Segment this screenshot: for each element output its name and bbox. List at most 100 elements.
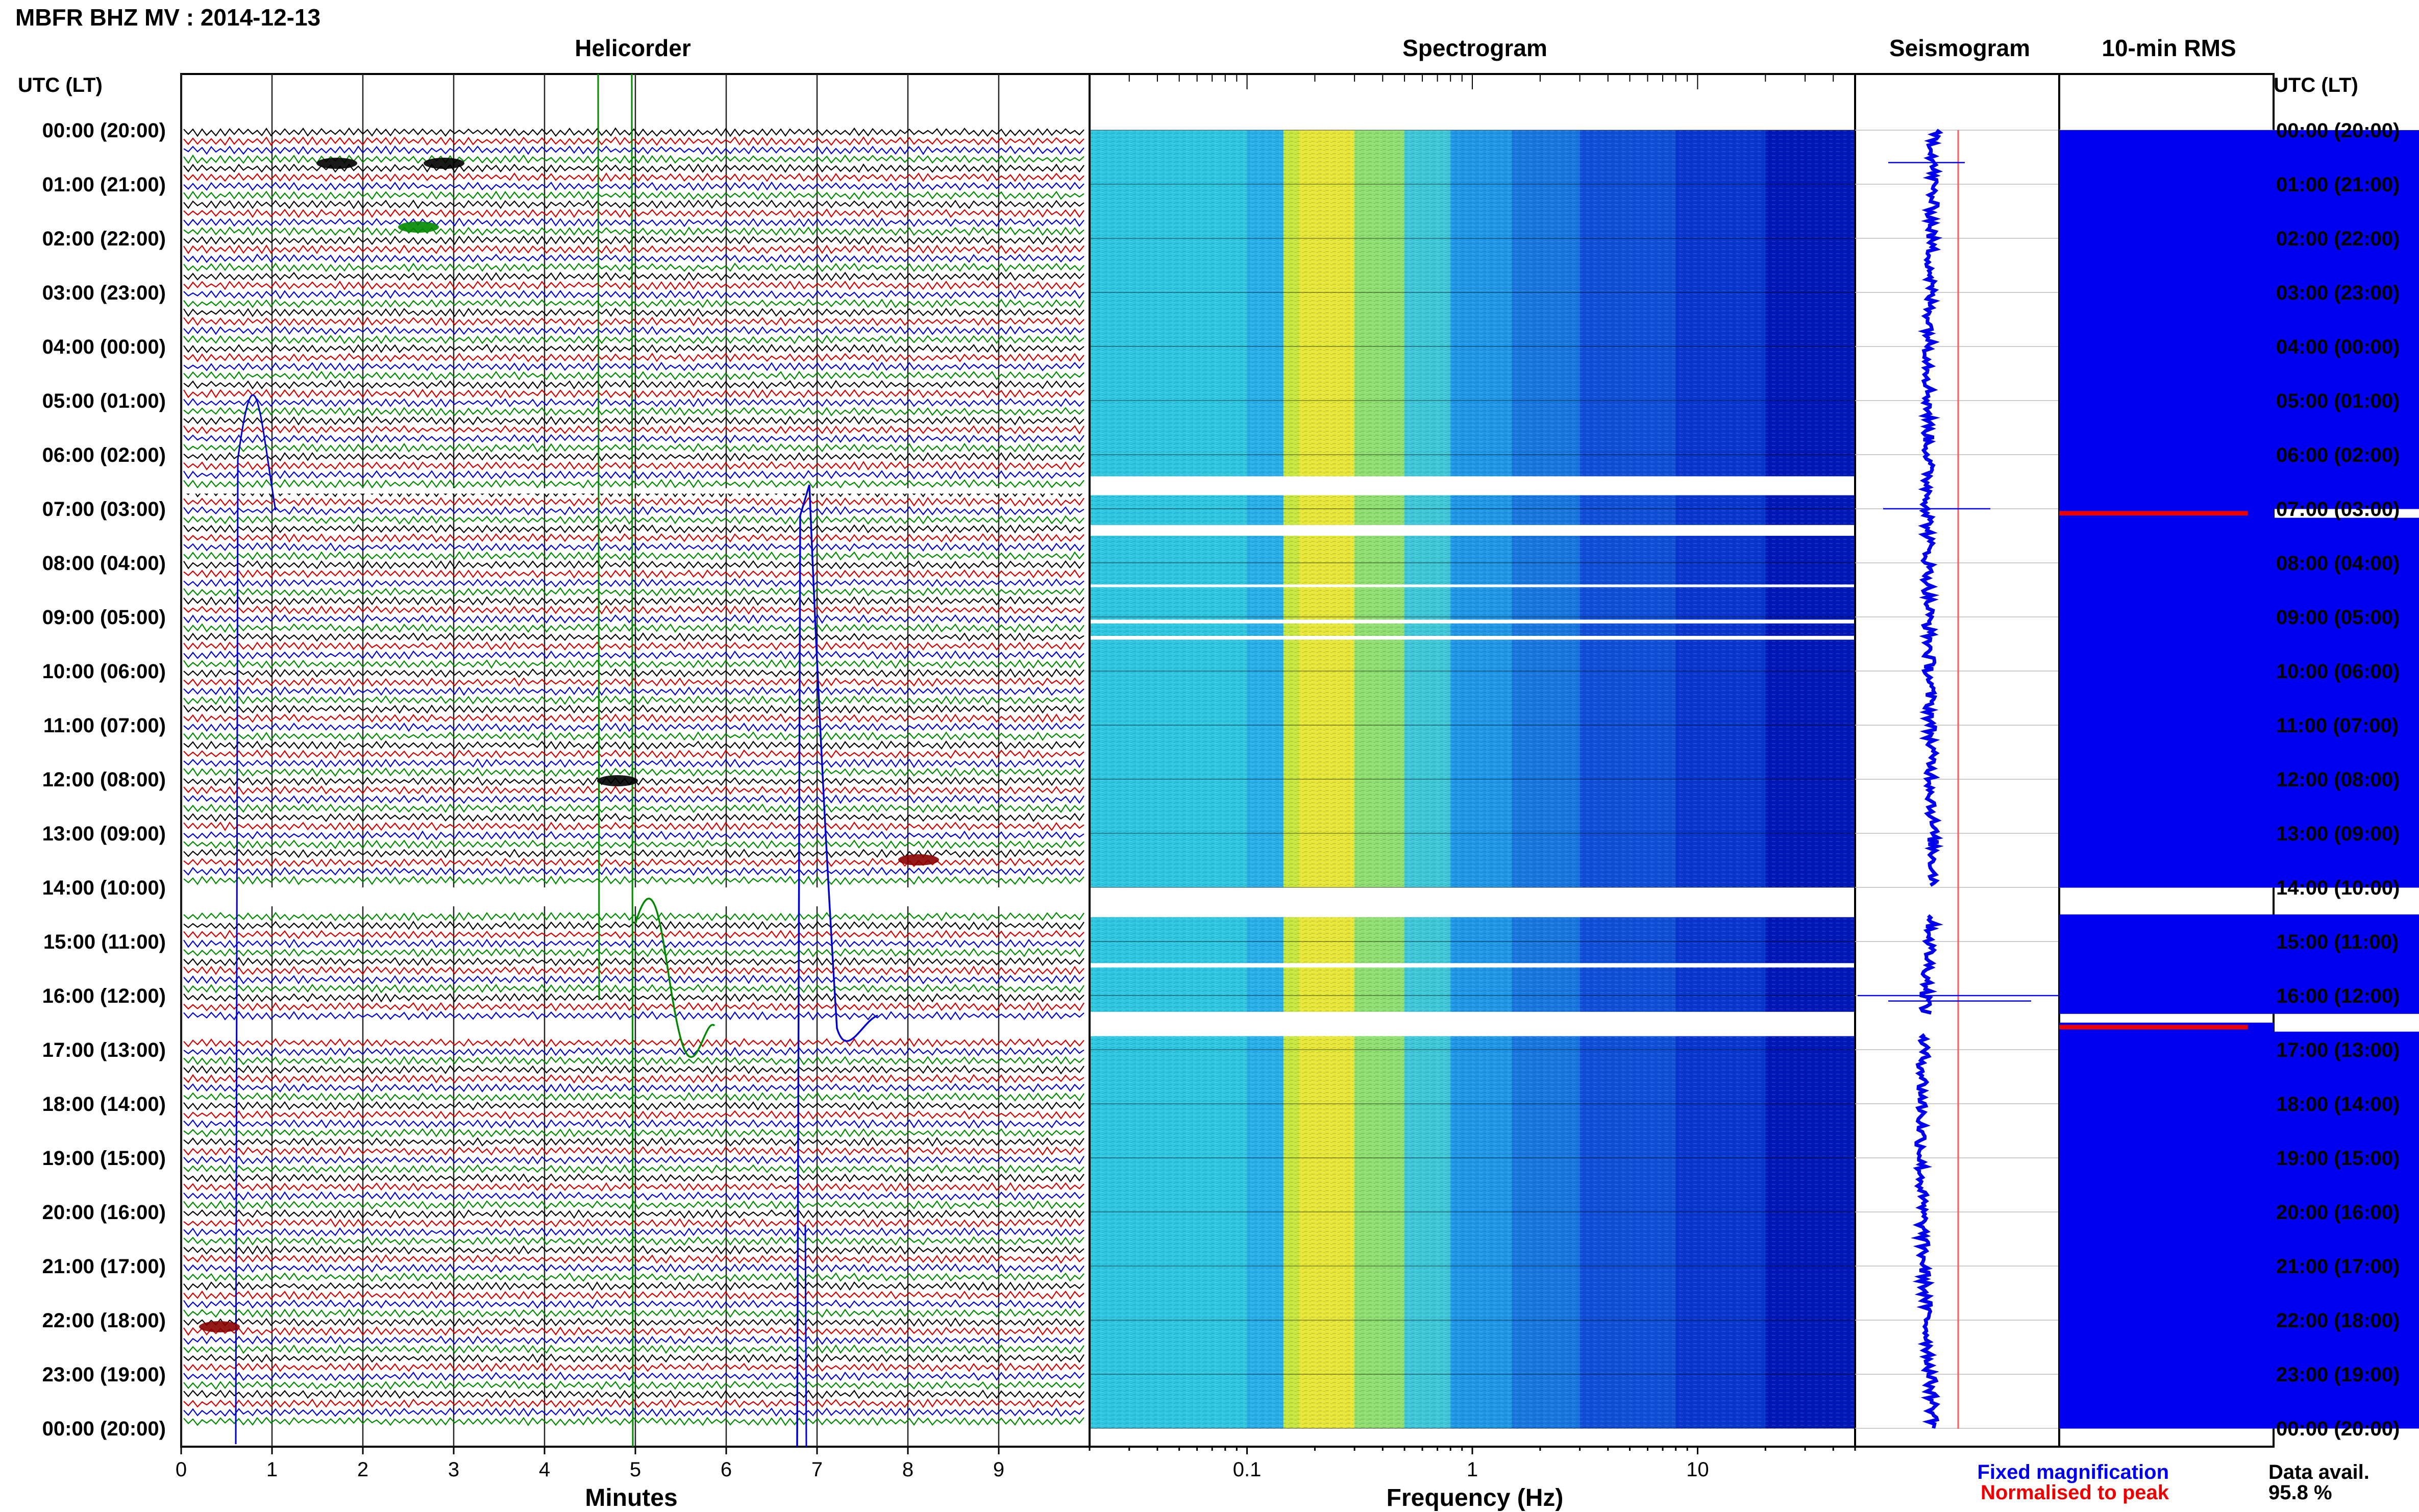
time-label-left: 12:00 (08:00) [42,769,166,791]
rms-bar [2059,328,2419,338]
rms-bar [2059,1230,2419,1240]
time-label-left: 17:00 (13:00) [42,1039,166,1061]
time-label-left: 15:00 (11:00) [43,931,166,953]
helicorder-trace-line [183,127,1084,137]
rms-bar [2059,914,2419,924]
helicorder-x-tick-label: 7 [811,1458,823,1481]
rms-bar [2059,1158,2419,1168]
time-label-right: 20:00 (16:00) [2276,1201,2400,1224]
rms-bar [2059,220,2419,230]
helicorder-trace-line [183,1056,1084,1066]
rms-bar [2059,572,2419,581]
rms-bar [2059,1383,2419,1393]
time-label-right: 08:00 (04:00) [2276,552,2400,575]
rms-bar [2059,482,2419,491]
rms-bar [2059,1374,2419,1384]
rms-bar [2059,986,2419,996]
spectrogram-gaps [1090,130,1855,1429]
helicorder-trace-line [183,1200,1084,1210]
helicorder-trace-line [183,334,1084,344]
helicorder-trace-line [183,308,1084,317]
helicorder-trace-line [183,271,1084,282]
rms-bar [2059,355,2419,365]
helicorder-x-tick-label: 5 [630,1458,641,1481]
rms-bar [2059,1338,2419,1348]
rms-bar [2059,680,2419,689]
helicorder-trace-line [183,343,1084,354]
helicorder-trace-line [183,848,1084,858]
helicorder-gap [183,488,1088,494]
helicorder-trace-line [183,217,1084,228]
rms-bar [2059,409,2419,419]
time-label-left: 23:00 (19:00) [42,1364,166,1386]
helicorder-trace-line [183,1137,1084,1147]
time-label-left: 04:00 (00:00) [42,336,166,358]
rms-bar [2059,292,2419,302]
helicorder-trace-line [183,442,1084,453]
helicorder-trace-line [183,415,1084,426]
helicorder-trace-line [183,975,1084,985]
helicorder-trace-line [183,1245,1084,1255]
helicorder-event-burst [398,221,439,233]
panel-title-rms: 10-min RMS [2102,35,2236,61]
helicorder-event-burst [898,854,939,865]
helicorder-trace-line [183,551,1084,561]
rms-bar [2059,1329,2419,1339]
helicorder-trace-line [183,948,1084,958]
page-title: MBFR BHZ MV : 2014-12-13 [15,4,320,31]
legend-normalised-to-peak: Normalised to peak [1981,1481,2169,1504]
time-label-right: 04:00 (00:00) [2276,336,2400,358]
helicorder-trace-line [183,1272,1084,1282]
rms-bar [2059,644,2419,654]
helicorder-trace-line [183,560,1084,570]
time-label-left: 10:00 (06:00) [42,660,166,683]
rms-bar [2059,274,2419,284]
helicorder-trace-line [183,812,1084,822]
helicorder-trace-line [183,1344,1084,1354]
time-label-left: 02:00 (22:00) [42,228,166,250]
helicorder-trace-line [183,1371,1084,1381]
helicorder-trace-line [183,1092,1084,1102]
helicorder-x-tick-label: 8 [902,1458,914,1481]
time-label-left: 05:00 (01:00) [42,390,166,412]
rms-bar [2059,1176,2419,1185]
helicorder-trace-line [183,1380,1084,1390]
time-label-right: 00:00 (20:00) [2276,119,2400,142]
helicorder-x-label: Minutes [585,1484,677,1511]
rms-bar [2059,157,2419,167]
rms-bar [2059,770,2419,780]
rms-bar [2059,662,2419,672]
helicorder-gap [183,887,1088,907]
helicorder-trace-line [183,506,1084,516]
time-label-left: 14:00 (10:00) [42,877,166,899]
rms-bar [2059,1257,2419,1267]
helicorder-trace-line [183,226,1084,236]
helicorder-trace-line [183,1110,1084,1120]
helicorder-gaps [183,488,1088,907]
helicorder-trace-line [183,785,1084,795]
rms-bar [2059,932,2419,942]
rms-bar [2059,301,2419,311]
time-label-left: 20:00 (16:00) [42,1201,166,1224]
helicorder-trace-line [183,181,1084,191]
rms-peak-bar [2059,511,2248,516]
helicorder-trace-line [183,713,1084,723]
helicorder-trace-line [183,614,1084,624]
helicorder-trace-line [183,407,1084,416]
time-label-left: 00:00 (20:00) [42,119,166,142]
rms-bar [2059,617,2419,627]
rms-bar [2059,626,2419,635]
helicorder-x-tick-label: 1 [266,1458,278,1481]
helicorder-trace-line [183,1182,1084,1192]
rms-bar [2059,175,2419,185]
rms-bar [2059,1248,2419,1257]
spectrogram-x-label: Frequency (Hz) [1387,1484,1564,1511]
spectrogram-x-ticks: 0.1 1 10 [1089,74,1856,1481]
helicorder-trace-line [183,145,1084,155]
rms-bar [2059,969,2419,978]
rms-bar [2059,319,2419,329]
rms-bar [2059,1112,2419,1122]
rms-bar [2059,544,2419,554]
rms-bar [2059,1031,2419,1041]
helicorder-event-burst [597,775,638,786]
